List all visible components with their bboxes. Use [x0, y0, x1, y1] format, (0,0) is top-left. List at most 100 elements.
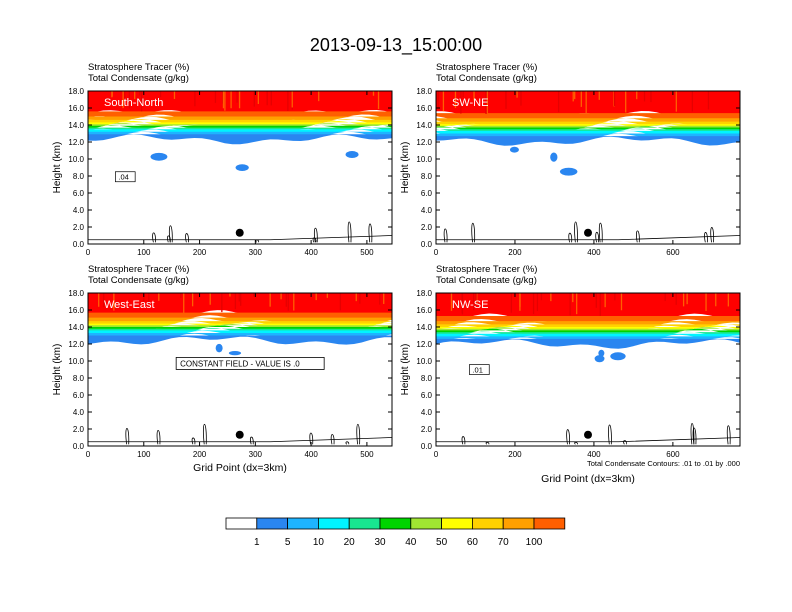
colorbar-cell	[348, 517, 381, 530]
y-tick-label: 16.0	[68, 104, 84, 113]
condensate-contour	[704, 232, 708, 243]
colorbar-cell	[379, 517, 412, 530]
y-axis-label: Height (km)	[52, 344, 63, 396]
y-tick-label: 10.0	[416, 357, 432, 366]
tracer-band	[436, 136, 740, 146]
panel-title-line: Total Condensate (g/kg)	[88, 275, 189, 286]
y-tick-label: 12.0	[68, 340, 84, 349]
x-tick-label: 100	[137, 450, 151, 459]
x-tick-label: 300	[249, 248, 263, 257]
y-tick-label: 4.0	[73, 408, 85, 417]
condensate-contour	[345, 441, 350, 445]
condensate-contour	[574, 441, 578, 445]
panel-label: NW-SE	[452, 299, 488, 311]
colorbar-label: 1	[254, 537, 260, 548]
y-tick-label: 18.0	[68, 87, 84, 96]
y-tick-label: 6.0	[73, 391, 85, 400]
x-tick-label: 0	[434, 248, 439, 257]
tracer-field	[88, 91, 392, 244]
tracer-band	[436, 338, 740, 349]
tracer-band	[88, 134, 392, 145]
condensate-contour	[710, 227, 715, 243]
y-tick-label: 2.0	[73, 425, 85, 434]
terrain-line	[88, 235, 392, 241]
plot-frame	[87, 292, 393, 447]
colorbar-label: 70	[498, 537, 510, 548]
panel-label: South-North	[104, 97, 163, 109]
x-axis-label: Grid Point (dx=3km)	[193, 462, 287, 474]
y-tick-label: 16.0	[68, 306, 84, 315]
tracer-blob	[550, 152, 558, 162]
panel-label: West-East	[104, 299, 155, 311]
condensate-contour	[598, 222, 603, 243]
x-tick-label: 200	[193, 450, 207, 459]
tracer-blob	[598, 349, 605, 357]
y-tick-label: 8.0	[73, 374, 85, 383]
condensate-contour	[574, 221, 578, 243]
x-tick-label: 200	[508, 450, 522, 459]
tracer-blob	[610, 352, 626, 361]
x-tick-label: 0	[86, 248, 91, 257]
terrain-line	[436, 437, 740, 443]
colorbar-label: 60	[467, 537, 479, 548]
x-tick-label: 400	[304, 248, 318, 257]
panel-1: South-North Stratosphere Tracer (%)Total …	[52, 62, 393, 257]
x-tick-label: 0	[434, 450, 439, 459]
tracer-band	[88, 321, 392, 330]
panel-title-line: Stratosphere Tracer (%)	[436, 62, 537, 73]
y-tick-label: 4.0	[421, 408, 433, 417]
colorbar: 1 5 10 20 30 40 50 60 70 100	[225, 517, 566, 548]
annotation-text: CONSTANT FIELD - VALUE IS .0	[180, 359, 300, 368]
condensate-contour	[623, 440, 627, 445]
y-tick-label: 18.0	[68, 289, 84, 298]
y-tick-label: 12.0	[416, 340, 432, 349]
y-tick-label: 18.0	[416, 289, 432, 298]
condensate-contour	[309, 432, 314, 445]
condensate-contour	[125, 428, 130, 445]
colorbar-cell	[317, 517, 350, 530]
tracer-blob	[228, 350, 242, 356]
y-tick-label: 14.0	[416, 121, 432, 130]
condensate-contour	[608, 424, 612, 445]
panel-title-line: Stratosphere Tracer (%)	[436, 264, 537, 275]
y-tick-label: 8.0	[73, 172, 85, 181]
y-tick-label: 6.0	[421, 391, 433, 400]
tracer-band	[436, 125, 740, 134]
colorbar-label: 5	[285, 537, 291, 548]
tracer-blob	[215, 343, 223, 353]
tracer-band	[88, 333, 392, 343]
colorbar-label: 20	[344, 537, 356, 548]
y-tick-label: 14.0	[68, 323, 84, 332]
x-tick-label: 200	[193, 248, 207, 257]
tracer-blob	[235, 164, 249, 171]
y-tick-label: 4.0	[73, 206, 85, 215]
y-tick-label: 18.0	[416, 87, 432, 96]
colorbar-cell	[441, 517, 473, 530]
annotation-box	[175, 357, 325, 370]
plot-frame	[435, 292, 741, 447]
condensate-contour	[692, 427, 697, 445]
condensate-contour	[443, 228, 448, 243]
y-tick-label: 8.0	[421, 172, 433, 181]
panel-title-line: Total Condensate (g/kg)	[436, 275, 537, 286]
y-tick-label: 6.0	[73, 189, 85, 198]
condensate-contour	[330, 434, 335, 445]
x-tick-label: 600	[666, 248, 680, 257]
y-tick-label: 0.0	[421, 240, 433, 249]
colorbar-cell	[533, 517, 566, 530]
plot-frame	[87, 90, 393, 245]
y-tick-label: 12.0	[416, 138, 432, 147]
y-tick-label: 6.0	[421, 189, 433, 198]
colorbar-cell	[225, 517, 258, 530]
colorbar-label: 50	[436, 537, 448, 548]
condensate-contour	[156, 429, 161, 445]
condensate-contour	[726, 425, 731, 445]
condensate-contour	[471, 222, 476, 243]
tracer-blob	[594, 355, 605, 363]
y-tick-label: 2.0	[421, 425, 433, 434]
terrain-line	[88, 437, 392, 443]
tracer-blob	[509, 146, 519, 153]
tracer-field	[436, 91, 740, 244]
